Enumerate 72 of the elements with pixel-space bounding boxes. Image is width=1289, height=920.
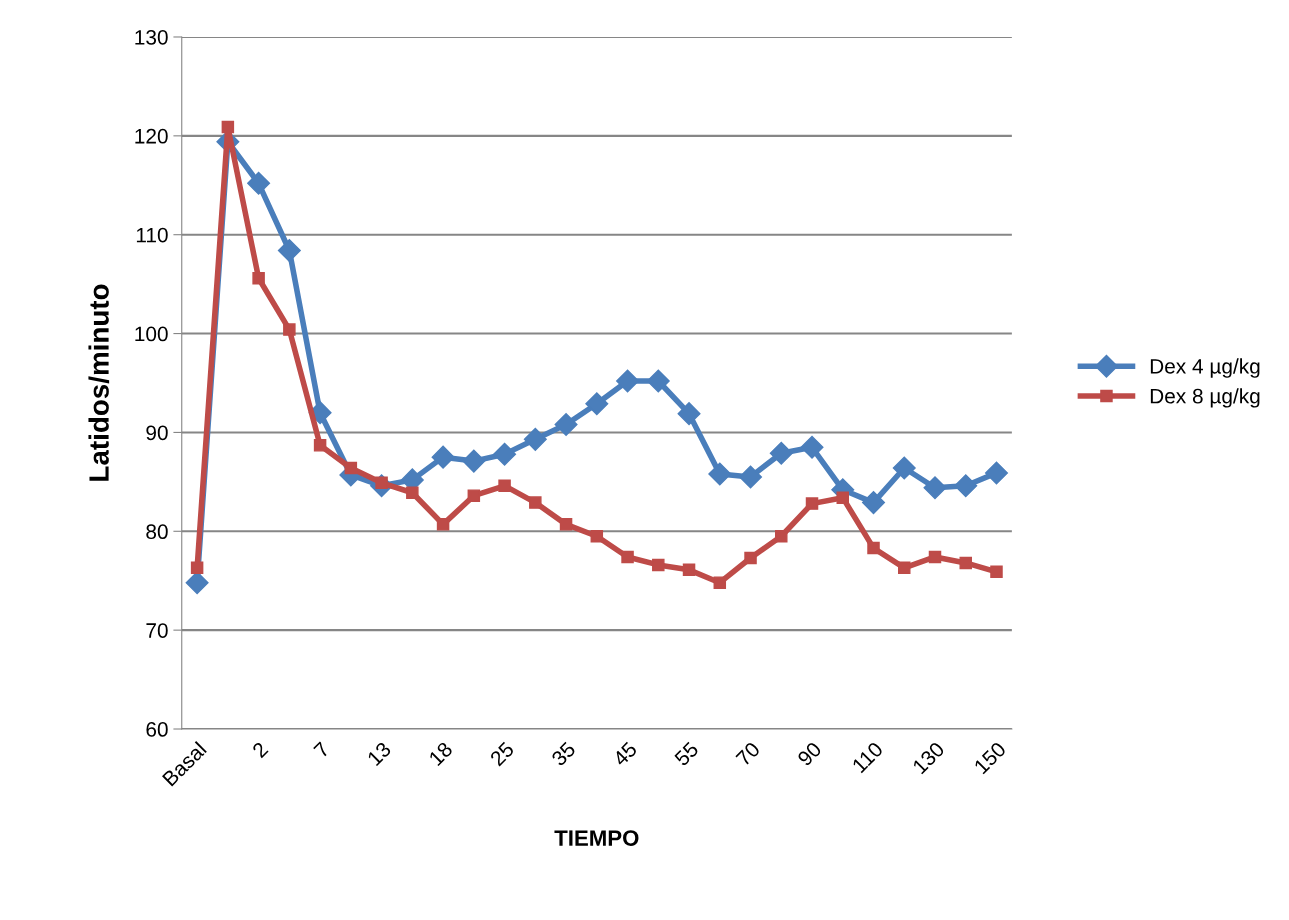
y-tick-label: 120 — [135, 128, 168, 144]
point — [682, 563, 696, 577]
point — [959, 556, 972, 570]
point — [898, 561, 911, 575]
point — [739, 465, 763, 489]
x-tick-label: 25 — [489, 741, 515, 767]
point — [990, 565, 1003, 579]
point — [252, 271, 265, 285]
legend-label: Dex 4 µg/kg — [1150, 358, 1260, 378]
y-tick-label: 130 — [135, 29, 168, 45]
point — [283, 323, 296, 336]
x-tick-label: 35 — [550, 741, 577, 767]
point — [190, 561, 204, 575]
x-tick-label: 150 — [973, 741, 1007, 775]
point — [554, 413, 578, 437]
point — [677, 402, 701, 426]
point — [313, 439, 327, 452]
point — [616, 369, 640, 393]
point — [646, 369, 670, 393]
x-tick-label: 7 — [313, 741, 331, 759]
point — [744, 551, 757, 565]
x-tick-label: 2 — [251, 741, 269, 759]
point — [529, 496, 542, 509]
point — [805, 497, 819, 510]
legend-label: Dex 8 µg/kg — [1150, 388, 1260, 408]
point — [436, 518, 450, 531]
x-tick-label: 110 — [851, 741, 884, 774]
point — [984, 461, 1008, 485]
point — [277, 239, 301, 263]
point — [954, 474, 978, 498]
point — [621, 550, 634, 564]
point — [836, 491, 850, 504]
y-tick-label: 100 — [135, 326, 168, 342]
point — [867, 541, 880, 555]
x-tick-label: 70 — [735, 741, 761, 767]
x-axis-title: TIEMPO — [554, 830, 639, 846]
y-tick-label: 60 — [146, 722, 168, 737]
x-tick-label: 55 — [673, 741, 700, 767]
y-tick-label: 80 — [146, 524, 168, 540]
point — [652, 558, 665, 572]
point — [467, 489, 481, 502]
point — [523, 427, 547, 451]
x-tick-label: 90 — [796, 741, 823, 767]
point — [221, 120, 235, 134]
x-tick-label: 130 — [911, 741, 946, 775]
point — [923, 476, 947, 500]
point — [493, 442, 517, 466]
point — [406, 486, 419, 499]
point — [498, 479, 511, 493]
y-tick-label: 70 — [146, 623, 168, 638]
x-tick-label: 45 — [612, 741, 638, 767]
y-tick-label: 90 — [146, 425, 168, 441]
point — [775, 529, 788, 543]
point — [585, 392, 609, 416]
point — [247, 171, 271, 195]
point — [928, 550, 942, 564]
point — [862, 491, 886, 515]
x-tick-label: 18 — [428, 741, 454, 767]
point — [713, 576, 727, 589]
point — [708, 462, 732, 486]
y-tick-label: 110 — [136, 227, 168, 243]
point — [431, 445, 455, 469]
point — [800, 435, 824, 459]
point — [769, 441, 793, 465]
point — [559, 518, 573, 531]
point — [590, 529, 604, 543]
y-axis-title: Latidos/minuto — [88, 284, 110, 481]
point — [185, 571, 209, 595]
point — [344, 461, 358, 475]
point — [462, 449, 486, 473]
point — [892, 456, 916, 480]
x-tick-label: 13 — [366, 741, 392, 767]
